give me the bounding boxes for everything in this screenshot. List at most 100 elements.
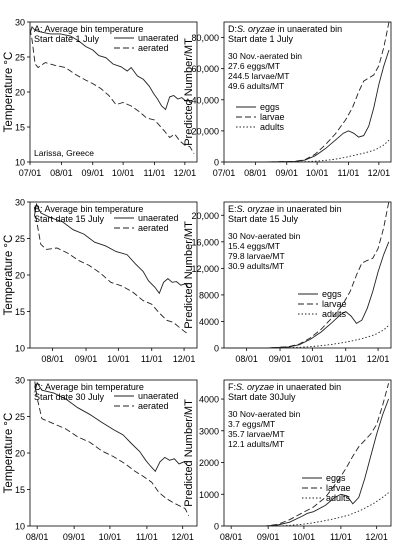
y-tick-label: 30 — [15, 376, 25, 386]
panel-f: 0 1000 2000 3000 4000 08/01 09/01 10/01 11/01 12/… — [183, 379, 392, 542]
aerated-bin-annotation: 30 Nov-aerated bin — [228, 231, 301, 241]
y-tick-label: 4000 — [199, 317, 219, 327]
plot-frame — [223, 201, 392, 349]
x-tick-label: 09/01 — [269, 354, 292, 364]
x-tick-label: 09/01 — [275, 168, 298, 178]
y-tick-label: 30 — [15, 198, 25, 208]
x-tick-label: 11/01 — [330, 532, 352, 542]
x-tick-label: 10/01 — [301, 354, 324, 364]
aerated-bin-annotation: 30 Nov.-aerated bin — [228, 51, 302, 61]
legend-label-unaerated: unaerated — [138, 391, 179, 401]
x-tick-label: 11/01 — [338, 168, 360, 178]
x-tick-label: 08/01 — [235, 354, 258, 364]
x-tick-label: 12/01 — [367, 354, 390, 364]
series-unaerated — [29, 25, 193, 111]
panel-title: D:S. oryzae in unaerated bin — [228, 24, 342, 34]
y-tick-label: 8000 — [199, 290, 219, 300]
series-adults — [224, 139, 390, 163]
legend-label-aerated: aerated — [138, 223, 169, 233]
y-axis-label: Temperature °C — [3, 52, 15, 133]
y-tick-label: 15 — [15, 307, 25, 317]
x-tick-label: 10/01 — [112, 168, 135, 178]
series-larvae — [224, 21, 390, 163]
x-tick-label: 12/01 — [365, 532, 388, 542]
panel-subtitle: Start date 15 July — [34, 214, 105, 224]
legend-label-eggs: eggs — [322, 289, 342, 299]
y-tick-label: 60,000 — [191, 64, 219, 74]
panel-b: 10 15 20 25 30 08/01 09/01 10/01 11/01 12/01 Tempe… — [3, 198, 198, 364]
series-eggs — [226, 398, 390, 527]
x-tick-label: 10/01 — [293, 532, 316, 542]
y-axis-label: Predicted Number/MT — [183, 399, 195, 507]
x-tick-label: 08/01 — [26, 532, 49, 542]
y-tick-label: 15 — [15, 485, 25, 495]
y-axis-label: Predicted Number/MT — [183, 221, 195, 329]
series-aerated — [34, 381, 190, 516]
x-tick-label: 10/01 — [306, 168, 329, 178]
series-larvae — [226, 383, 390, 527]
panel-subtitle: Start date 1 July — [228, 34, 294, 44]
legend-label-adults: adults — [326, 493, 351, 503]
legend-label-unaerated: unaerated — [138, 33, 179, 43]
series-adults — [226, 492, 389, 527]
legend-label-adults: adults — [322, 309, 347, 319]
series-unaerated — [33, 202, 189, 295]
legend-label-larvae: larvae — [260, 112, 285, 122]
panel-d: 0 20,000 40,000 60,000 80,000 07/01 08/01 09/01… — [183, 21, 392, 178]
x-tick-label: 07/01 — [213, 168, 236, 178]
y-tick-label: 25 — [15, 234, 25, 244]
y-axis-label: Temperature °C — [3, 413, 15, 494]
y-tick-label: 40,000 — [191, 95, 219, 105]
y-tick-label: 0 — [214, 522, 219, 532]
aerated-bin-annotation: 35.7 larvae/MT — [228, 429, 285, 439]
aerated-bin-annotation: 27.6 eggs/MT — [228, 61, 280, 71]
y-tick-label: 2000 — [199, 458, 219, 468]
y-tick-label: 20 — [15, 449, 25, 459]
legend-label-adults: adults — [260, 122, 285, 132]
x-tick-label: 11/01 — [141, 354, 163, 364]
x-tick-label: 12/01 — [171, 532, 194, 542]
y-axis-label: Temperature °C — [3, 235, 15, 316]
aerated-bin-annotation: 244.5 larvae/MT — [228, 71, 289, 81]
legend-label-eggs: eggs — [260, 102, 280, 112]
y-tick-label: 20 — [15, 271, 25, 281]
series-aerated — [33, 207, 189, 335]
legend-label-eggs: eggs — [326, 473, 346, 483]
legend-label-unaerated: unaerated — [138, 213, 179, 223]
panel-subtitle: Start date 1 July — [34, 34, 100, 44]
x-tick-label: 09/01 — [81, 168, 104, 178]
legend-label-larvae: larvae — [322, 299, 347, 309]
y-tick-label: 4000 — [199, 395, 219, 405]
legend-label-larvae: larvae — [326, 483, 351, 493]
x-tick-label: 09/01 — [63, 532, 86, 542]
y-tick-label: 1000 — [199, 490, 219, 500]
x-tick-label: 11/01 — [136, 532, 158, 542]
y-tick-label: 80,000 — [191, 33, 219, 43]
x-tick-label: 12/01 — [173, 354, 196, 364]
y-tick-label: 25 — [15, 412, 25, 422]
aerated-bin-annotation: 3.7 eggs/MT — [228, 419, 275, 429]
y-tick-label: 15 — [15, 123, 25, 133]
series-adults — [226, 325, 390, 349]
y-tick-label: 10 — [15, 344, 25, 354]
series-aerated — [29, 28, 195, 154]
panel-subtitle: Start date 30 July — [34, 392, 105, 402]
y-tick-label: 16,000 — [191, 237, 219, 247]
y-tick-label: 0 — [214, 158, 219, 168]
x-tick-label: 08/01 — [50, 168, 73, 178]
x-tick-label: 09/01 — [257, 532, 280, 542]
panel-title: A: Average bin temperature — [34, 24, 143, 34]
y-tick-label: 12,000 — [191, 264, 219, 274]
x-tick-label: 12/01 — [368, 168, 391, 178]
y-tick-label: 10 — [15, 158, 25, 168]
legend-label-aerated: aerated — [138, 43, 169, 53]
y-tick-label: 10 — [15, 522, 25, 532]
x-tick-label: 08/01 — [220, 532, 243, 542]
y-tick-label: 0 — [214, 344, 219, 354]
y-tick-label: 20,000 — [191, 126, 219, 136]
x-tick-label: 08/01 — [41, 354, 64, 364]
y-tick-label: 30 — [15, 18, 25, 28]
panel-subtitle: Start date 15 July — [228, 214, 299, 224]
panel-a: 10 15 20 25 30 07/01 08/01 09/01 10/01 11/01 12/01… — [3, 18, 198, 178]
